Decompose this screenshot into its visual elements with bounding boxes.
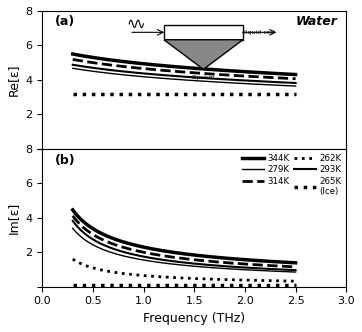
X-axis label: Frequency (THz): Frequency (THz)	[143, 312, 245, 325]
Y-axis label: Re[ε]: Re[ε]	[7, 64, 20, 96]
Text: Water: Water	[295, 15, 337, 28]
Text: (b): (b)	[55, 154, 75, 167]
Y-axis label: Im[ε]: Im[ε]	[7, 202, 20, 234]
Legend: 344K, 279K, 314K, 262K, 293K, 265K
(Ice): 344K, 279K, 314K, 262K, 293K, 265K (Ice)	[239, 150, 345, 200]
Text: (a): (a)	[55, 15, 75, 28]
